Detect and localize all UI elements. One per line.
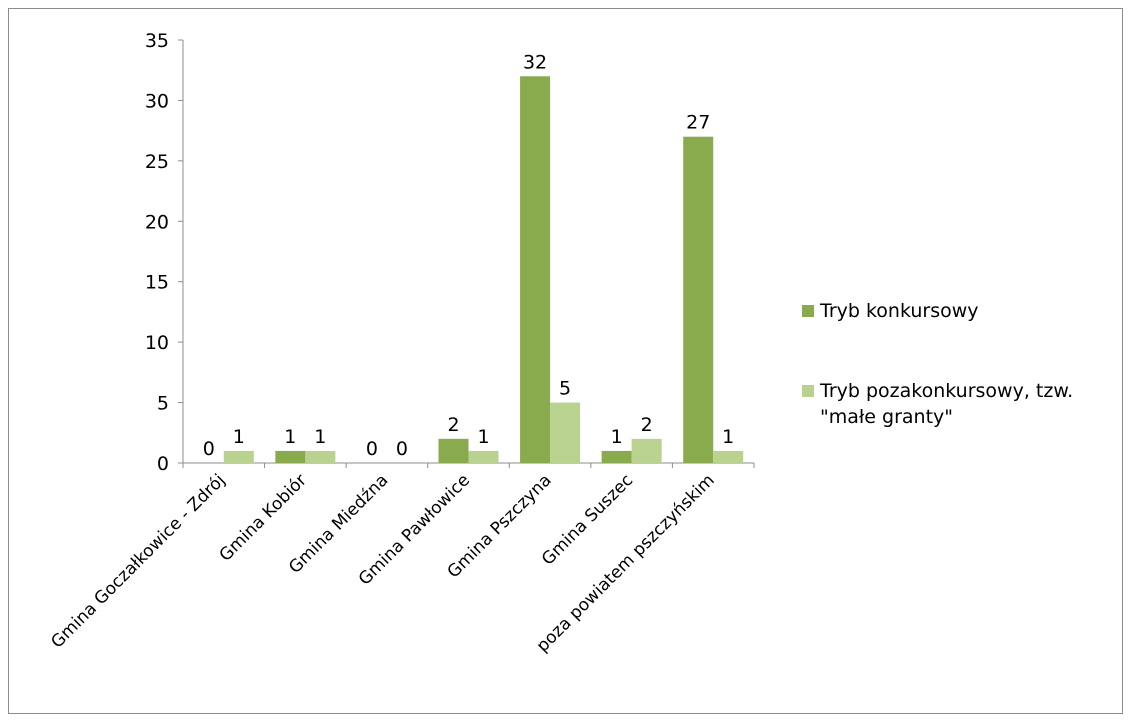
bar-konkursowy (520, 76, 551, 463)
bar-pozakonkursowy (550, 402, 581, 463)
data-label: 32 (523, 51, 547, 73)
y-tick-label: 30 (145, 90, 169, 112)
legend-swatch (802, 305, 814, 317)
x-category-label: poza powiatem pszczyńskim (533, 470, 719, 656)
y-tick-label: 20 (145, 211, 169, 233)
bar-pozakonkursowy (713, 450, 744, 463)
data-label: 1 (233, 426, 245, 448)
chart-frame: 0 5 10 15 20 25 30 35 0 1 Gmina Goczałkowice - Zdr… (8, 8, 1123, 714)
data-label: 5 (559, 378, 571, 400)
bar-konkursowy (275, 450, 306, 463)
data-label: 1 (284, 426, 296, 448)
y-tick-label: 0 (157, 453, 169, 475)
bar-pozakonkursowy (305, 450, 336, 463)
data-label: 2 (447, 414, 459, 436)
bar-pozakonkursowy (631, 438, 662, 463)
data-label: 1 (477, 426, 489, 448)
bar-konkursowy (683, 136, 714, 463)
data-label: 1 (314, 426, 326, 448)
y-tick-label: 5 (157, 393, 169, 415)
legend-label: Tryb pozakonkursowy, tzw. (819, 380, 1073, 402)
data-label: 27 (686, 112, 710, 134)
bar-konkursowy (438, 438, 469, 463)
data-label: 0 (366, 438, 378, 460)
y-tick-label: 25 (145, 151, 169, 173)
data-label: 0 (396, 438, 408, 460)
bar-konkursowy (601, 450, 632, 463)
y-tick-label: 15 (145, 272, 169, 294)
data-label: 1 (722, 426, 734, 448)
bar-pozakonkursowy (223, 450, 254, 463)
data-label: 0 (203, 438, 215, 460)
legend-label: Tryb konkursowy (819, 300, 979, 322)
legend-label: "małe granty" (820, 406, 953, 428)
x-category-label: Gmina Goczałkowice - Zdrój (47, 470, 229, 652)
y-tick-label: 10 (145, 332, 169, 354)
data-label: 2 (641, 414, 653, 436)
data-label: 1 (611, 426, 623, 448)
y-tick-label: 35 (145, 30, 169, 52)
bar-pozakonkursowy (468, 450, 499, 463)
legend-swatch (802, 385, 814, 397)
